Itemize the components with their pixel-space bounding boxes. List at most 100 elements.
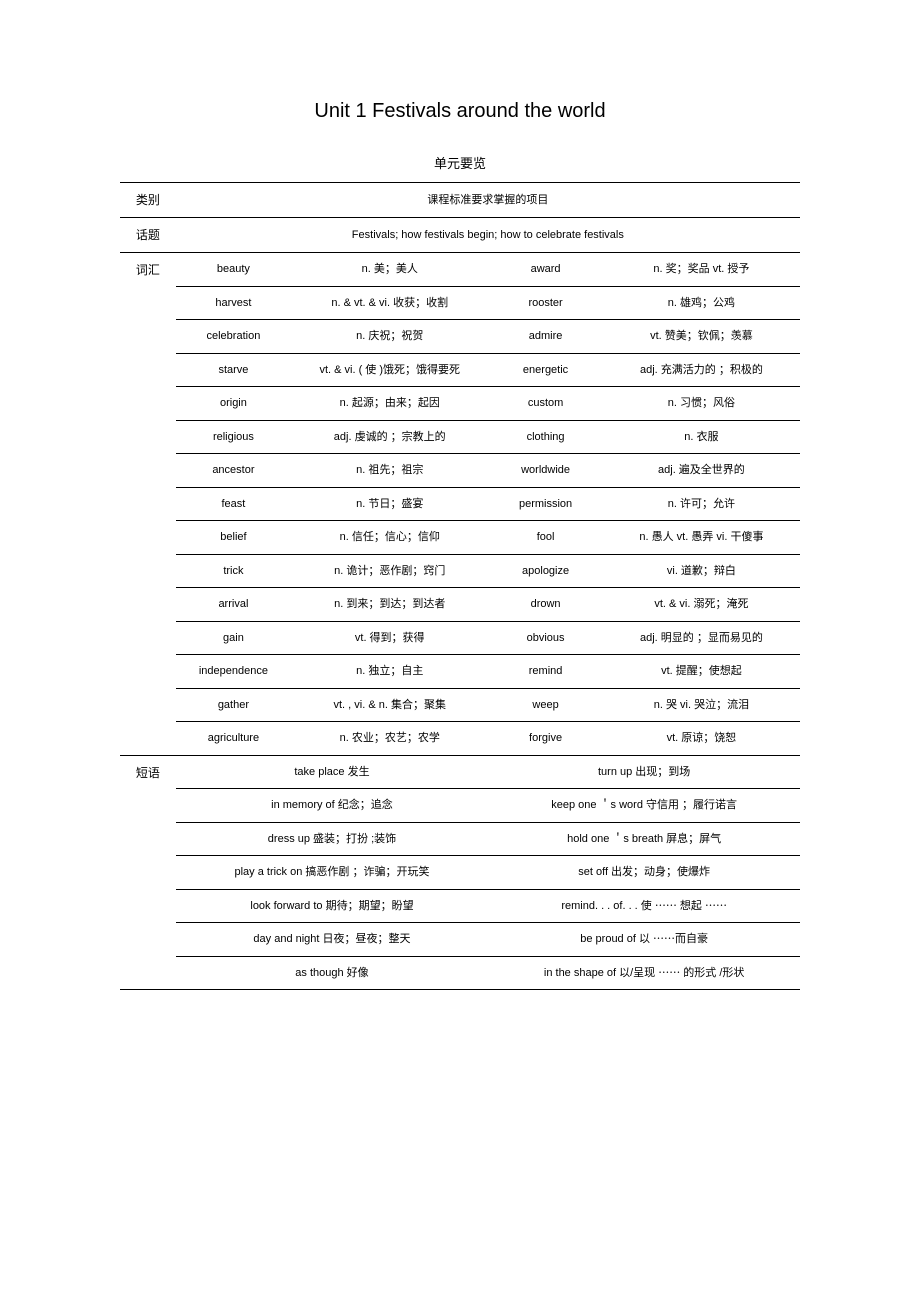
vocab-word: celebration (176, 320, 292, 354)
phrase-left: dress up 盛装；打扮 ;装饰 (176, 822, 489, 856)
vocab-def: n. 习惯；风俗 (603, 387, 800, 421)
vocab-label: 词汇 (120, 253, 176, 756)
phrase-right: hold one ＇s breath 屏息；屏气 (488, 822, 800, 856)
vocab-def: n. 哭 vi. 哭泣；流泪 (603, 688, 800, 722)
phrase-left: as though 好像 (176, 956, 489, 990)
vocab-def: n. 雄鸡；公鸡 (603, 286, 800, 320)
vocab-word: agriculture (176, 722, 292, 756)
vocab-def: n. 农业；农艺；农学 (291, 722, 488, 756)
vocab-def: n. 庆祝；祝贺 (291, 320, 488, 354)
phrase-label: 短语 (120, 755, 176, 990)
phrase-row: dress up 盛装；打扮 ;装饰hold one ＇s breath 屏息；… (120, 822, 800, 856)
vocab-word: independence (176, 655, 292, 689)
vocab-def: n. 到来；到达；到达者 (291, 588, 488, 622)
phrase-left: take place 发生 (176, 755, 489, 789)
vocab-def: n. 独立；自主 (291, 655, 488, 689)
vocab-word: permission (488, 487, 603, 521)
phrase-right: turn up 出现；到场 (488, 755, 800, 789)
vocab-def: n. 祖先；祖宗 (291, 454, 488, 488)
vocab-row: gainvt. 得到；获得obviousadj. 明显的 ；显而易见的 (120, 621, 800, 655)
vocab-def: n. 许可；允许 (603, 487, 800, 521)
topic-label: 话题 (120, 218, 176, 253)
vocab-def: vt. & vi. ( 使 )饿死；饿得要死 (291, 353, 488, 387)
phrase-left: day and night 日夜；昼夜；整天 (176, 923, 489, 957)
phrase-right: set off 出发；动身；使爆炸 (488, 856, 800, 890)
phrase-row: as though 好像in the shape of 以/呈现 ⋯⋯ 的形式 … (120, 956, 800, 990)
vocab-def: n. & vt. & vi. 收获；收割 (291, 286, 488, 320)
vocab-def: vt. 得到；获得 (291, 621, 488, 655)
vocab-word: award (488, 253, 603, 287)
vocab-def: n. 衣服 (603, 420, 800, 454)
category-header: 类别 (120, 183, 176, 218)
vocab-row: celebrationn. 庆祝；祝贺admirevt. 赞美；钦佩；羡慕 (120, 320, 800, 354)
vocab-def: adj. 明显的 ；显而易见的 (603, 621, 800, 655)
overview-table: 类别 课程标准要求掌握的项目 话题 Festivals; how festiva… (120, 182, 800, 990)
vocab-row: arrivaln. 到来；到达；到达者drownvt. & vi. 溺死；淹死 (120, 588, 800, 622)
phrase-right: be proud of 以 ⋯⋯而自豪 (488, 923, 800, 957)
phrase-right: remind. . . of. . . 使 ⋯⋯ 想起 ⋯⋯ (488, 889, 800, 923)
curriculum-cell: 课程标准要求掌握的项目 (176, 183, 800, 218)
vocab-row: harvestn. & vt. & vi. 收获；收割roostern. 雄鸡；… (120, 286, 800, 320)
vocab-word: arrival (176, 588, 292, 622)
phrase-row: look forward to 期待；期望；盼望remind. . . of. … (120, 889, 800, 923)
vocab-def: adj. 虔诚的 ；宗教上的 (291, 420, 488, 454)
vocab-row: religiousadj. 虔诚的 ；宗教上的clothingn. 衣服 (120, 420, 800, 454)
vocab-row: gathervt. , vi. & n. 集合；聚集weepn. 哭 vi. 哭… (120, 688, 800, 722)
vocab-word: drown (488, 588, 603, 622)
vocab-word: clothing (488, 420, 603, 454)
vocab-row: trickn. 诡计；恶作剧；窍门apologizevi. 道歉；辩白 (120, 554, 800, 588)
vocab-row: 词汇beautyn. 美；美人awardn. 奖；奖品 vt. 授予 (120, 253, 800, 287)
vocab-word: religious (176, 420, 292, 454)
vocab-row: ancestorn. 祖先；祖宗worldwideadj. 遍及全世界的 (120, 454, 800, 488)
subtitle: 单元要览 (120, 153, 800, 172)
phrase-right: keep one ＇s word 守信用 ；履行诺言 (488, 789, 800, 823)
vocab-word: remind (488, 655, 603, 689)
vocab-def: n. 诡计；恶作剧；窍门 (291, 554, 488, 588)
vocab-word: trick (176, 554, 292, 588)
phrase-row: day and night 日夜；昼夜；整天be proud of 以 ⋯⋯而自… (120, 923, 800, 957)
vocab-row: agriculturen. 农业；农艺；农学forgivevt. 原谅；饶恕 (120, 722, 800, 756)
vocab-word: rooster (488, 286, 603, 320)
vocab-word: energetic (488, 353, 603, 387)
vocab-def: vt. 赞美；钦佩；羡慕 (603, 320, 800, 354)
vocab-row: independencen. 独立；自主remindvt. 提醒；使想起 (120, 655, 800, 689)
vocab-def: vt. 原谅；饶恕 (603, 722, 800, 756)
vocab-word: gather (176, 688, 292, 722)
vocab-def: n. 节日；盛宴 (291, 487, 488, 521)
vocab-word: gain (176, 621, 292, 655)
vocab-word: starve (176, 353, 292, 387)
vocab-def: adj. 充满活力的 ；积极的 (603, 353, 800, 387)
vocab-def: vt. & vi. 溺死；淹死 (603, 588, 800, 622)
vocab-word: weep (488, 688, 603, 722)
vocab-word: admire (488, 320, 603, 354)
header-row: 类别 课程标准要求掌握的项目 (120, 183, 800, 218)
vocab-word: forgive (488, 722, 603, 756)
phrase-right: in the shape of 以/呈现 ⋯⋯ 的形式 /形状 (488, 956, 800, 990)
vocab-def: n. 愚人 vt. 愚弄 vi. 干傻事 (603, 521, 800, 555)
vocab-word: harvest (176, 286, 292, 320)
phrase-left: in memory of 纪念；追念 (176, 789, 489, 823)
vocab-def: n. 信任；信心；信仰 (291, 521, 488, 555)
phrase-row: play a trick on 搞恶作剧 ；诈骗；开玩笑set off 出发；动… (120, 856, 800, 890)
vocab-row: originn. 起源；由来；起因customn. 习惯；风俗 (120, 387, 800, 421)
vocab-def: n. 美；美人 (291, 253, 488, 287)
vocab-def: vi. 道歉；辩白 (603, 554, 800, 588)
vocab-word: obvious (488, 621, 603, 655)
vocab-row: beliefn. 信任；信心；信仰fooln. 愚人 vt. 愚弄 vi. 干傻… (120, 521, 800, 555)
vocab-row: starvevt. & vi. ( 使 )饿死；饿得要死energeticadj… (120, 353, 800, 387)
topic-row: 话题 Festivals; how festivals begin; how t… (120, 218, 800, 253)
phrase-left: look forward to 期待；期望；盼望 (176, 889, 489, 923)
phrase-row: 短语take place 发生turn up 出现；到场 (120, 755, 800, 789)
vocab-word: ancestor (176, 454, 292, 488)
vocab-word: belief (176, 521, 292, 555)
vocab-word: custom (488, 387, 603, 421)
vocab-word: feast (176, 487, 292, 521)
vocab-word: apologize (488, 554, 603, 588)
vocab-def: adj. 遍及全世界的 (603, 454, 800, 488)
phrase-left: play a trick on 搞恶作剧 ；诈骗；开玩笑 (176, 856, 489, 890)
vocab-word: beauty (176, 253, 292, 287)
phrase-row: in memory of 纪念；追念keep one ＇s word 守信用 ；… (120, 789, 800, 823)
vocab-def: vt. , vi. & n. 集合；聚集 (291, 688, 488, 722)
page-title: Unit 1 Festivals around the world (120, 100, 800, 123)
vocab-def: vt. 提醒；使想起 (603, 655, 800, 689)
